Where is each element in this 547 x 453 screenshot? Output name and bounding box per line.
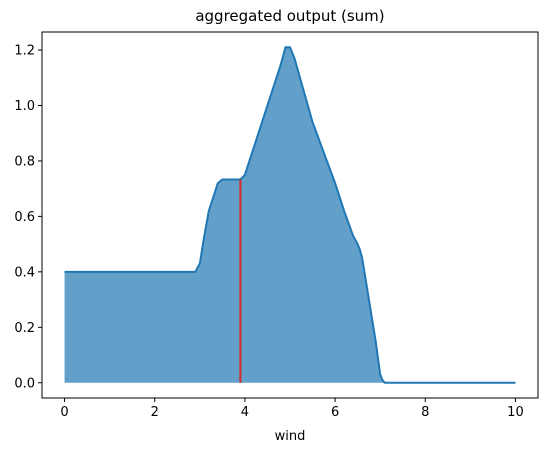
area-fill [64,47,516,383]
x-tick-label: 0 [60,405,68,420]
series-line [64,46,516,384]
y-tick-label: 0.6 [14,210,35,225]
x-axis-label: wind [275,429,306,444]
y-axis-ticks: 0.0 0.2 0.4 0.6 0.8 1.0 1.2 [14,44,42,391]
y-tick-label: 0.4 [14,265,35,280]
plot-area [64,46,516,384]
y-tick-label: 1.0 [14,99,35,114]
y-tick-label: 0.2 [14,321,35,336]
y-tick-label: 1.2 [14,44,35,59]
x-tick-label: 4 [241,405,249,420]
x-tick-label: 10 [507,405,524,420]
chart-title: aggregated output (sum) [195,7,384,25]
y-tick-label: 0.8 [14,154,35,169]
y-tick-label: 0.0 [14,376,35,391]
x-tick-label: 8 [421,405,429,420]
x-tick-label: 6 [331,405,339,420]
x-axis-ticks: 0 2 4 6 8 10 [60,398,524,420]
x-tick-label: 2 [151,405,159,420]
plot-frame [41,31,539,399]
